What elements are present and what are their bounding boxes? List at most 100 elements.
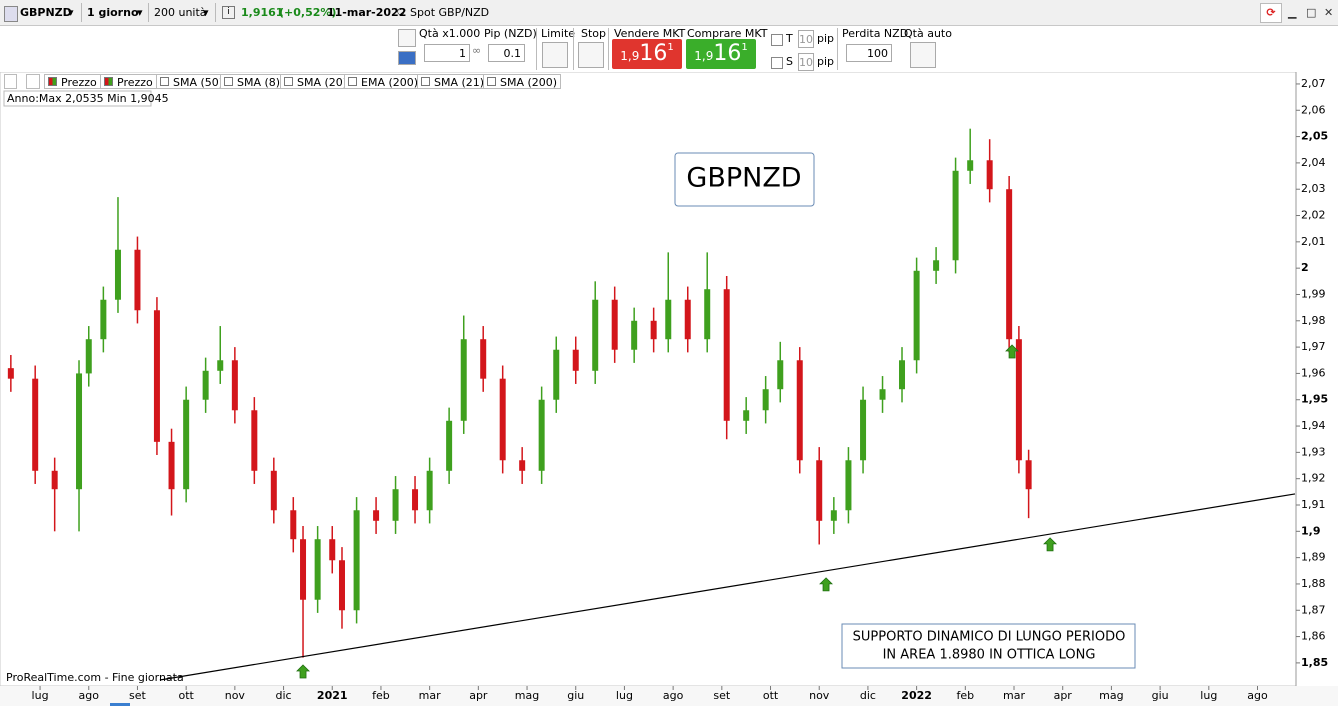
checkbox[interactable] xyxy=(771,57,783,69)
candle-body xyxy=(538,399,545,471)
candle-body xyxy=(913,270,920,361)
stop-button[interactable] xyxy=(578,42,604,68)
candle-body xyxy=(762,389,769,411)
candle-body xyxy=(650,320,657,340)
candle-body xyxy=(816,460,823,521)
indicator-swatch xyxy=(284,77,293,86)
candle-body xyxy=(830,510,837,521)
arrow-marker xyxy=(819,577,834,592)
indicator-toggle[interactable]: SMA (200) xyxy=(483,74,562,89)
add-indicator[interactable] xyxy=(4,74,17,89)
annotation: SUPPORTO DINAMICO DI LUNGO PERIODO xyxy=(853,630,1126,645)
y-tick-label: 1,87 xyxy=(1301,603,1326,616)
x-tick-label: ago xyxy=(79,689,100,702)
radio[interactable]: ○ xyxy=(397,7,405,17)
y-tick-label: 1,94 xyxy=(1301,419,1326,432)
indicator-swatch xyxy=(104,77,113,86)
candle-body xyxy=(1015,339,1022,461)
arrow-marker xyxy=(1005,344,1020,359)
x-tick-label: feb xyxy=(957,689,975,702)
candle-body xyxy=(134,249,141,311)
candle-body xyxy=(796,360,803,461)
close-button[interactable]: ✕ xyxy=(1324,6,1334,19)
pip-input[interactable]: 0.1 xyxy=(488,44,525,62)
arrow-marker xyxy=(296,664,310,679)
title-box xyxy=(674,152,815,207)
tool-icon[interactable] xyxy=(398,29,416,47)
scroll-thumb[interactable] xyxy=(110,703,130,706)
indicator-toggle[interactable]: SMA (21) xyxy=(417,74,489,89)
toolbar: GBPNZD ▾ 1 giorno ▾ 200 unità ▾ i 1,9161… xyxy=(0,0,1338,26)
indicator-swatch xyxy=(224,77,233,86)
info-icon[interactable]: i xyxy=(222,6,235,19)
qty-input[interactable]: 1 xyxy=(424,44,470,62)
indicator-swatch xyxy=(348,77,357,86)
y-tick-label: 1,93 xyxy=(1301,445,1326,458)
candle-body xyxy=(665,299,672,340)
label: T xyxy=(786,32,793,45)
sell-button[interactable]: 1,9161 xyxy=(612,39,682,69)
indicator-toggle[interactable]: SMA (20) xyxy=(280,74,352,89)
x-tick-label: mar xyxy=(1003,689,1025,702)
dropdown-arrow[interactable]: ▾ xyxy=(68,6,74,19)
arrow-marker xyxy=(1043,537,1058,552)
indicator-toggle[interactable]: Prezzo xyxy=(44,74,101,89)
limit-button[interactable] xyxy=(542,42,568,68)
sync-button[interactable]: ⟳ xyxy=(1260,3,1282,23)
s-input[interactable]: 10 xyxy=(798,53,814,71)
candle-body xyxy=(631,320,638,350)
keyboard-icon[interactable] xyxy=(398,51,416,65)
minimize-button[interactable]: ▁ xyxy=(1288,6,1297,19)
symbol-select[interactable]: GBPNZD xyxy=(20,6,72,19)
dropdown-arrow[interactable]: ▾ xyxy=(203,6,209,19)
indicator-toggle[interactable]: Prezzo xyxy=(100,74,157,89)
candle-body xyxy=(553,349,560,400)
y-tick-label: 2,02 xyxy=(1301,209,1326,222)
indicator-swatch xyxy=(48,77,57,86)
x-tick-label: 2021 xyxy=(317,689,348,702)
chart-title: GBPNZD xyxy=(686,163,801,194)
dropdown-arrow[interactable]: ▾ xyxy=(137,6,143,19)
y-tick-label: 2,04 xyxy=(1301,156,1326,169)
checkbox[interactable] xyxy=(771,34,783,46)
separator xyxy=(215,3,216,22)
indicator-toggle[interactable]: EMA (200) xyxy=(344,74,423,89)
indicator-label: SMA (21) xyxy=(434,76,485,89)
separator xyxy=(573,28,574,70)
period-select[interactable]: 1 giorno xyxy=(87,6,139,19)
t-input[interactable]: 10 xyxy=(798,30,814,48)
instrument: Spot GBP/NZD xyxy=(410,6,490,19)
auto-qty-button[interactable] xyxy=(910,42,936,68)
indicator-toggle[interactable]: SMA (50) xyxy=(156,74,228,89)
candle-body xyxy=(338,560,345,611)
candle-body xyxy=(300,539,307,600)
price-big: 16 xyxy=(713,41,742,66)
order-panel: Qtà x1.000 1 ∞ Pip (NZD) 0.1 Limite Stop… xyxy=(0,26,1338,72)
label: Pip (NZD) xyxy=(484,27,537,40)
loss-input[interactable]: 100 xyxy=(846,44,892,62)
indicator-toggle[interactable]: SMA (8) xyxy=(220,74,285,89)
x-tick-label: feb xyxy=(372,689,390,702)
separator xyxy=(536,28,537,70)
y-tick-label: 2,06 xyxy=(1301,103,1326,116)
candle-body xyxy=(899,360,906,390)
x-tick-label: ago xyxy=(663,689,684,702)
candle-body xyxy=(51,470,58,490)
y-tick-label: 1,96 xyxy=(1301,366,1326,379)
buy-button[interactable]: 1,9161 xyxy=(686,39,756,69)
candle-body xyxy=(217,360,224,371)
expand-indicator[interactable] xyxy=(26,74,40,89)
candle-body xyxy=(460,339,467,421)
candle-body xyxy=(314,539,321,600)
x-tick-label: ott xyxy=(178,689,194,702)
app-icon[interactable] xyxy=(4,6,18,22)
x-tick-label: set xyxy=(129,689,146,702)
maximize-button[interactable]: □ xyxy=(1306,6,1317,19)
candle-body xyxy=(723,289,730,421)
candle-body xyxy=(392,489,399,521)
x-tick-label: lug xyxy=(616,689,633,702)
candle-body xyxy=(845,460,852,511)
indicator-label: SMA (50) xyxy=(173,76,224,89)
units-select[interactable]: 200 unità xyxy=(154,6,207,19)
price-ext: 1 xyxy=(667,42,674,53)
